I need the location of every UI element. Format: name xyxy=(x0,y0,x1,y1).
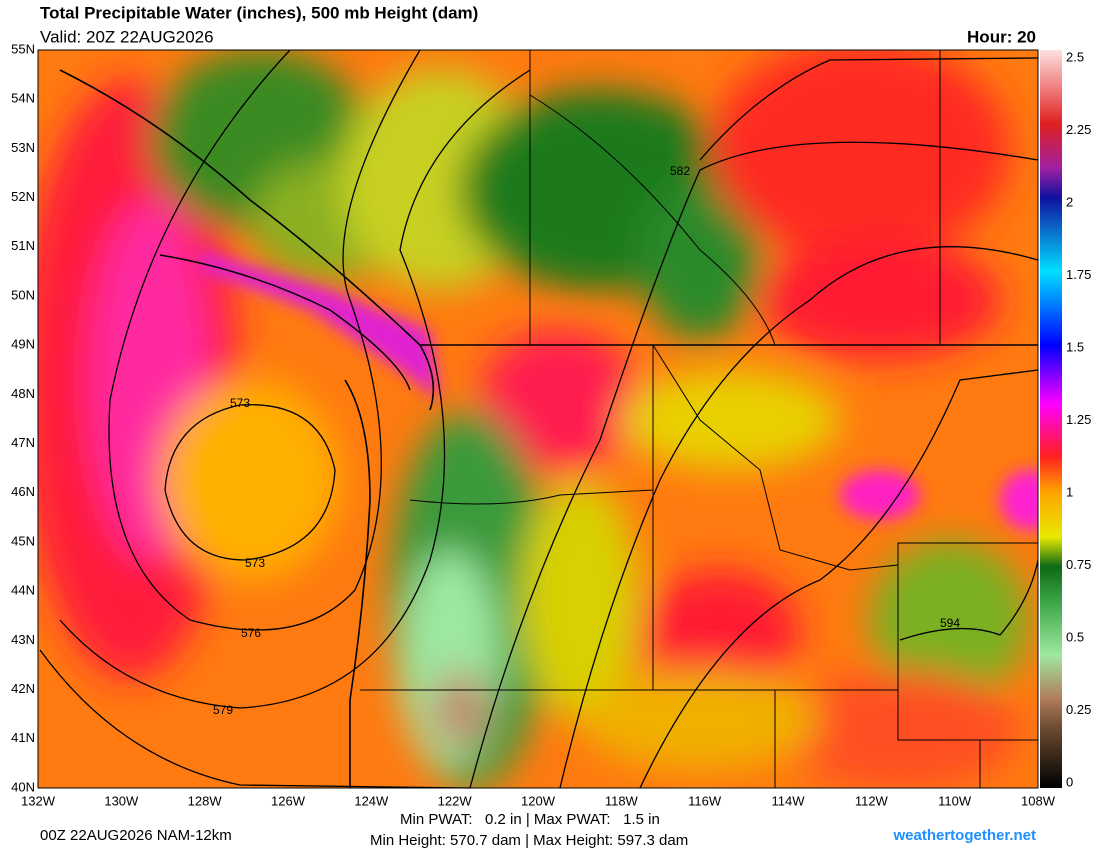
pwat-field xyxy=(38,50,1038,788)
pwat-stats: Min PWAT: 0.2 in | Max PWAT: 1.5 in xyxy=(400,811,660,828)
lon-label: 108W xyxy=(1021,793,1056,808)
lon-label: 120W xyxy=(521,793,556,808)
lat-label: 51N xyxy=(11,238,35,253)
lat-label: 46N xyxy=(11,484,35,499)
contour-label: 573 xyxy=(230,396,250,410)
contour-label: 594 xyxy=(940,616,960,630)
lon-label: 116W xyxy=(688,793,722,808)
lat-label: 44N xyxy=(11,583,35,598)
map-lines xyxy=(37,49,1039,789)
forecast-hour: Hour: 20 xyxy=(967,27,1036,46)
lon-label: 118W xyxy=(605,793,639,808)
lat-label: 43N xyxy=(11,632,35,647)
colorbar-label: 2 xyxy=(1066,194,1073,209)
lon-label: 112W xyxy=(855,793,889,808)
lat-label: 49N xyxy=(11,337,35,352)
lon-label: 114W xyxy=(772,793,806,808)
model-run: 00Z 22AUG2026 NAM-12km xyxy=(40,827,232,844)
lat-label: 47N xyxy=(11,435,35,450)
lon-label: 122W xyxy=(438,793,473,808)
site-credit: weathertogether.net xyxy=(892,827,1036,844)
colorbar-label: 2.5 xyxy=(1066,49,1084,64)
lat-label: 50N xyxy=(11,287,35,302)
lat-label: 52N xyxy=(11,189,35,204)
height-stats: Min Height: 570.7 dam | Max Height: 597.… xyxy=(370,832,688,849)
lat-label: 45N xyxy=(11,533,35,548)
colorbar-label: 1.75 xyxy=(1066,267,1091,282)
lat-label: 41N xyxy=(11,730,35,745)
contour-labels: 582 573 573 576 579 594 xyxy=(213,164,960,717)
colorbar-label: 1.25 xyxy=(1066,412,1091,427)
contour-label: 576 xyxy=(241,626,261,640)
lat-label: 53N xyxy=(11,140,35,155)
contour-label: 579 xyxy=(213,703,233,717)
lon-label: 130W xyxy=(104,793,139,808)
lon-label: 128W xyxy=(188,793,223,808)
colorbar-label: 0 xyxy=(1066,774,1073,789)
contour-label: 573 xyxy=(245,556,265,570)
lat-label: 48N xyxy=(11,386,35,401)
colorbar-label: 1 xyxy=(1066,484,1073,499)
colorbar-label: 0.25 xyxy=(1066,702,1091,717)
lon-label: 132W xyxy=(21,793,56,808)
lat-label: 54N xyxy=(11,91,35,106)
lon-label: 126W xyxy=(271,793,306,808)
contour-label: 582 xyxy=(670,164,690,178)
colorbar-label: 1.5 xyxy=(1066,339,1084,354)
colorbar-label: 0.5 xyxy=(1066,629,1084,644)
lat-label: 42N xyxy=(11,681,35,696)
colorbar-label: 2.25 xyxy=(1066,122,1091,137)
colorbar xyxy=(1040,50,1062,788)
lat-label: 55N xyxy=(11,41,35,56)
lat-label: 40N xyxy=(11,779,35,794)
lon-label: 110W xyxy=(938,793,972,808)
lon-label: 124W xyxy=(354,793,389,808)
title: Total Precipitable Water (inches), 500 m… xyxy=(40,3,478,22)
colorbar-label: 0.75 xyxy=(1066,557,1091,572)
valid-time: Valid: 20Z 22AUG2026 xyxy=(40,27,214,46)
